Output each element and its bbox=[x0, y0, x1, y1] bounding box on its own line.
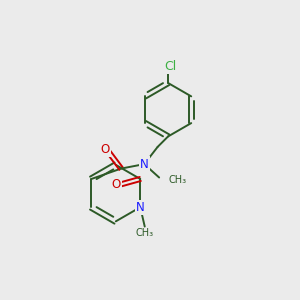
Text: N: N bbox=[140, 158, 148, 171]
Text: Cl: Cl bbox=[164, 60, 177, 73]
Text: O: O bbox=[101, 143, 110, 156]
Text: O: O bbox=[111, 178, 121, 191]
Text: CH₃: CH₃ bbox=[168, 175, 186, 185]
Text: N: N bbox=[136, 201, 145, 214]
Text: CH₃: CH₃ bbox=[136, 228, 154, 238]
